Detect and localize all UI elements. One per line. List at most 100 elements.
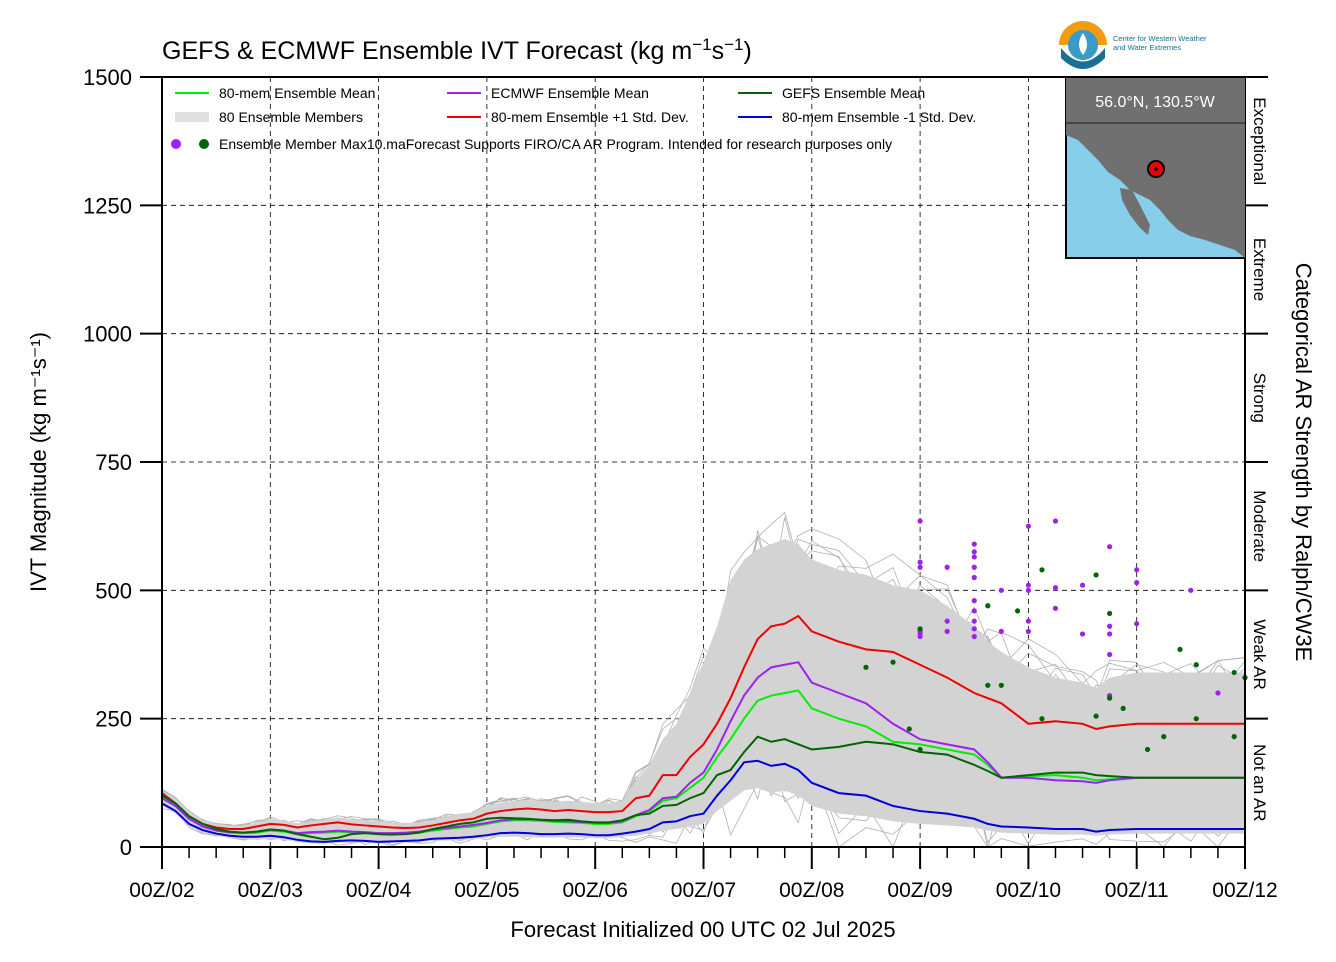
ecmwf-max-point [1052,585,1059,591]
gefs-max-point [1177,646,1183,652]
ecmwf-max-point [971,618,977,624]
gefs-max-point [1093,572,1099,578]
gefs-max-point [1014,608,1021,614]
ecmwf-max-point [917,633,923,640]
ecmwf-max-point [1107,623,1113,629]
cw3e-logo: Center for Western Weather and Water Ext… [1059,21,1207,69]
ecmwf-max-point [944,628,950,635]
right-axis-label: Categorical AR Strength by Ralph/CW3E [1291,263,1316,662]
x-tick-label: 00Z/03 [238,879,303,902]
x-tick-label: 00Z/11 [1105,879,1169,902]
x-tick-label: 00Z/10 [996,879,1061,902]
ecmwf-max-point [1025,618,1031,624]
y-tick-label: 0 [120,835,132,860]
axes: 0 250 500 750 1000 1250 1500 00Z/02 00Z/03 00Z/04… [83,65,1278,902]
legend: 80-mem Ensemble Mean ECMWF Ensemble Mean G… [171,85,976,152]
ecmwf-max-point [971,564,977,570]
gefs-max-point [1231,669,1237,676]
y-tick-label: 1000 [83,322,132,347]
category-label: Moderate [1250,490,1269,562]
map-location-label: 56.0°N, 130.5°W [1095,94,1215,111]
ecmwf-max-point [1107,544,1113,550]
x-tick-label: 00Z/12 [1212,879,1277,902]
ecmwf-max-point [971,633,977,640]
ecmwf-max-point [1052,605,1059,611]
ecmwf-max-point [1107,651,1113,658]
ecmwf-max-point [1134,567,1140,573]
ecmwf-max-point [971,549,977,555]
gefs-max-point [906,726,912,732]
ensemble-spread [162,539,1245,844]
water-drop-icon [1079,33,1087,55]
gefs-max-point [1120,705,1126,712]
ecmwf-max-point [1025,523,1031,529]
x-tick-label: 00Z/08 [779,879,844,902]
location-map: 56.0°N, 130.5°W [1065,77,1246,259]
ecmwf-max-point [971,626,977,632]
gefs-max-point [1231,734,1237,740]
gefs-max-point [917,746,923,753]
ecmwf-max-point [1079,582,1086,588]
x-tick-label: 00Z/04 [346,879,412,902]
category-label: Weak AR [1250,619,1269,690]
ecmwf-max-point [917,564,923,570]
legend-label: 80-mem Ensemble -1 Std. Dev. [782,109,976,125]
gefs-max-point [1144,746,1151,753]
x-axis-label: Forecast Initialized 00 UTC 02 Jul 2025 [510,917,895,942]
ecmwf-max-point [971,554,977,560]
member-line [161,535,1246,828]
category-label: Strong [1250,373,1269,423]
x-tick-label: 00Z/09 [887,879,952,902]
gefs-max-point [1093,713,1099,719]
ecmwf-max-point [971,574,977,581]
series-line-0 [161,614,1245,831]
gefs-max-point [1193,716,1199,722]
series-line-4 [161,759,1245,843]
series-line-3 [161,735,1245,841]
category-label: Not an AR [1250,744,1269,822]
chart-title: GEFS & ECMWF Ensemble IVT Forecast (kg m… [162,35,752,65]
logo-text-line1: Center for Western Weather [1113,34,1207,43]
x-tick-label: 00Z/06 [563,879,628,902]
ecmwf-max-point [1215,690,1221,696]
legend-label: 80-mem Ensemble +1 Std. Dev. [491,109,689,125]
ecmwf-max-point [917,559,923,565]
gefs-max-point [985,682,991,688]
logo-text-line2: and Water Extremes [1113,43,1181,52]
ecmwf-max-point [1188,587,1194,593]
legend-dots-label: Ensemble Member Max10.maForecast Support… [219,136,892,152]
ecmwf-max-point [944,564,950,570]
ecmwf-max-point [971,598,977,604]
gefs-max-point [998,682,1004,688]
gefs-max-point [1039,567,1045,573]
gefs-max-point [985,603,991,609]
x-tick-label: 00Z/05 [454,879,519,902]
max-points [863,518,1248,753]
y-tick-label: 250 [95,707,132,732]
gefs-max-point [1193,662,1199,668]
ecmwf-max-point [1025,582,1031,588]
x-tick-label: 00Z/07 [671,879,736,902]
ecmwf-max-point [1052,518,1059,524]
legend-ecmwf-dot [171,139,181,149]
ecmwf-max-point [944,618,950,624]
category-label: Extreme [1250,238,1269,301]
ecmwf-max-point [1025,628,1031,635]
legend-label: 80-mem Ensemble Mean [219,85,375,101]
legend-label: 80 Ensemble Members [219,109,363,125]
gefs-max-point [1039,716,1045,722]
ecmwf-max-point [971,608,977,614]
gefs-max-point [1161,734,1167,740]
ecmwf-max-point [998,628,1004,635]
ecmwf-max-point [917,518,923,524]
legend-gefs-dot [199,139,209,149]
y-tick-label: 1250 [83,193,132,218]
ecmwf-max-point [1025,587,1031,593]
y-tick-label: 500 [95,578,132,603]
ecmwf-max-point [1134,621,1140,627]
gefs-max-point [863,664,869,670]
gefs-max-point [917,626,923,632]
gefs-max-point [890,659,896,665]
legend-label: GEFS Ensemble Mean [782,85,925,101]
